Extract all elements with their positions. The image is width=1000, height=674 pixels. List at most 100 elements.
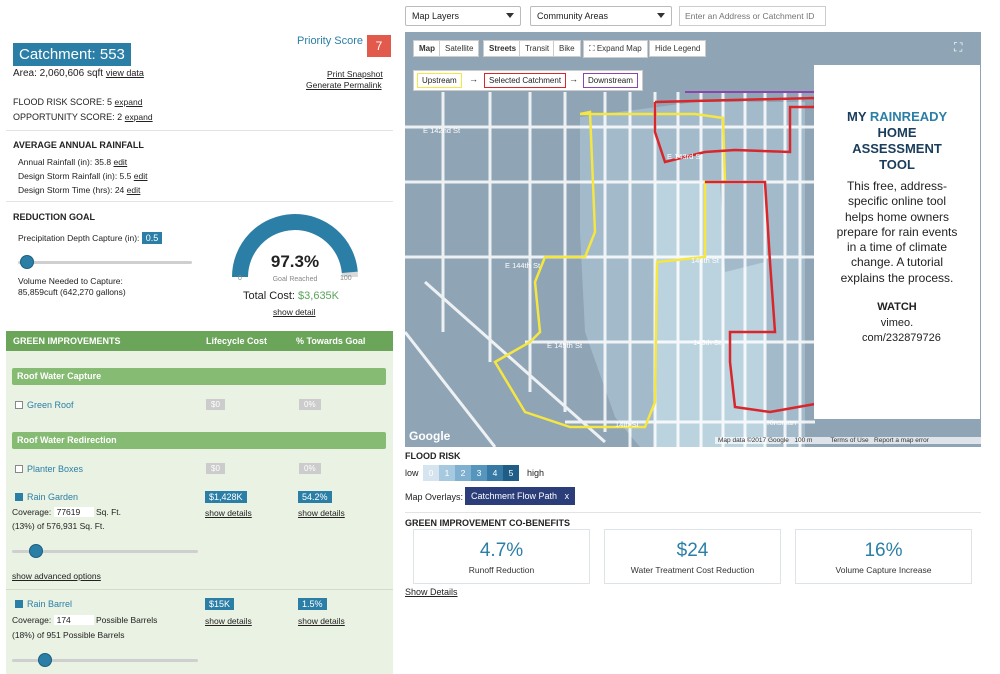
promo-body: This free, address-specific online tool … [836,179,958,285]
address-search-input[interactable] [679,6,826,26]
green-improvements-header: GREEN IMPROVEMENTS Lifecycle Cost % Towa… [6,331,393,351]
opportunity-expand-link[interactable]: expand [124,112,153,122]
precip-depth-value[interactable]: 0.5 [141,232,163,244]
rain-garden-goal: 54.2% [298,491,332,503]
close-icon[interactable]: x [564,491,570,501]
flood-risk-score: FLOOD RISK SCORE: 5 expand [13,97,142,107]
bike-layer-button[interactable]: Bike [553,40,581,57]
roof-water-capture-group[interactable]: Roof Water Capture [12,368,386,385]
print-snapshot-link[interactable]: Print Snapshot [327,69,383,79]
promo-title-my: MY [847,109,870,124]
gauge-max: 100 [340,275,352,282]
lifecycle-cost-header: Lifecycle Cost [206,336,268,346]
rain-barrel-checkbox[interactable] [15,600,23,608]
rain-barrel-cost: $15K [205,598,235,610]
flood-level-2: 2 [455,465,471,481]
flood-level-0: 0 [423,465,439,481]
green-roof-label[interactable]: Green Roof [27,400,74,410]
area-value: Area: 2,060,606 sqft [13,68,104,79]
hide-legend-button[interactable]: Hide Legend [649,40,707,57]
map-layers-label: Map Layers [412,11,460,21]
catchment-title: Catchment: 553 [13,43,131,66]
planter-boxes-checkbox[interactable] [15,465,23,473]
cobenefit-volume-capture-label: Volume Capture Increase [835,565,932,575]
design-storm-rainfall-text: Design Storm Rainfall (in): 5.5 [18,171,132,181]
chevron-down-icon [506,13,514,18]
flood-risk-score-text: FLOOD RISK SCORE: 5 [13,97,113,107]
street-label: E 145th St [547,341,583,350]
arrow-right-icon: → [469,74,478,84]
rain-garden-slider-track[interactable] [12,550,198,553]
streets-layer-button[interactable]: Streets [483,40,523,57]
legend-selected: Selected Catchment [484,73,567,88]
street-label: E 143rd St [667,152,703,161]
cobenefit-runoff-value: 4.7% [479,540,524,561]
rain-barrel-goal-details[interactable]: show details [298,616,345,626]
map-type-map-button[interactable]: Map [413,40,441,57]
flood-risk-expand-link[interactable]: expand [114,97,143,107]
total-cost-label: Total Cost: [243,290,295,302]
show-detail-link[interactable]: show detail [273,307,316,317]
street-label: E 142nd St [423,126,461,135]
transit-layer-button[interactable]: Transit [519,40,556,57]
volume-needed-value: 85,859cuft (642,270 gallons) [18,287,126,297]
divider [6,589,393,590]
map-layers-select[interactable]: Map Layers [405,6,521,26]
green-roof-checkbox[interactable] [15,401,23,409]
map-type-satellite-button[interactable]: Satellite [439,40,480,57]
rain-barrel-cost-details[interactable]: show details [205,616,252,626]
community-areas-select[interactable]: Community Areas [530,6,672,26]
rain-barrel-slider-handle[interactable] [38,653,53,667]
flood-risk-low: low [405,468,419,478]
catchment-flow-path-chip[interactable]: Catchment Flow Path x [465,487,576,505]
divider [405,512,981,513]
community-areas-label: Community Areas [537,11,609,21]
show-details-link[interactable]: Show Details [405,587,458,597]
precip-slider-track[interactable] [18,261,192,264]
expand-map-button[interactable]: ⛶ Expand Map [583,40,648,58]
green-roof-goal: 0% [299,399,321,410]
flood-risk-heading: FLOOD RISK [405,451,461,461]
storm-time-edit[interactable]: edit [126,185,141,195]
green-improvements-title: GREEN IMPROVEMENTS [13,336,121,346]
design-storm-time: Design Storm Time (hrs): 24 edit [18,185,140,195]
generate-permalink-link[interactable]: Generate Permalink [306,80,382,90]
fullscreen-icon[interactable]: ⛶ [954,40,963,54]
rain-garden-coverage-input[interactable]: 77619 [53,507,94,517]
rain-barrel-coverage-unit: Possible Barrels [95,615,158,625]
design-storm-time-text: Design Storm Time (hrs): 24 [18,185,125,195]
design-storm-edit[interactable]: edit [133,171,148,181]
chevron-down-icon [657,13,665,18]
flood-level-3: 3 [471,465,487,481]
rain-garden-slider-handle[interactable] [29,544,44,558]
opportunity-score-text: OPPORTUNITY SCORE: 2 [13,112,123,122]
map-attribution[interactable]: Map data ©2017 Google 100 m Terms of Use… [715,437,981,444]
rain-barrel-goal: 1.5% [298,598,327,610]
gauge-min: 0 [238,275,242,282]
rain-garden-cost-details[interactable]: show details [205,508,252,518]
area-text: Area: 2,060,606 sqft view data [13,68,144,79]
rain-garden-cost: $1,428K [205,491,247,503]
rain-garden-checkbox[interactable] [15,493,23,501]
arrow-right-icon: → [569,74,578,84]
precip-depth-label: Precipitation Depth Capture (in): [18,233,140,243]
annual-rainfall-edit[interactable]: edit [113,157,128,167]
rain-garden-coverage-label: Coverage: [12,507,52,517]
overlay-chip-label: Catchment Flow Path [471,491,558,501]
view-data-link[interactable]: view data [105,68,144,78]
precip-slider-handle[interactable] [19,255,34,269]
flood-level-1: 1 [439,465,455,481]
rain-barrel-slider-track[interactable] [12,659,198,662]
cobenefit-volume-capture-value: 16% [864,540,903,561]
roof-water-redirection-group[interactable]: Roof Water Redirection [12,432,386,449]
rain-garden-label[interactable]: Rain Garden [27,492,79,502]
rain-garden-goal-details[interactable]: show details [298,508,345,518]
street-label: 14th St [615,420,639,429]
cobenefit-runoff-label: Runoff Reduction [468,565,535,575]
promo-url[interactable]: vimeo. com/232879726 [862,317,941,345]
legend-downstream: Downstream [583,73,638,88]
show-advanced-options-link[interactable]: show advanced options [12,571,101,581]
rain-barrel-label[interactable]: Rain Barrel [27,599,73,609]
planter-boxes-label[interactable]: Planter Boxes [27,464,84,474]
rain-barrel-coverage-input[interactable]: 174 [53,615,94,625]
